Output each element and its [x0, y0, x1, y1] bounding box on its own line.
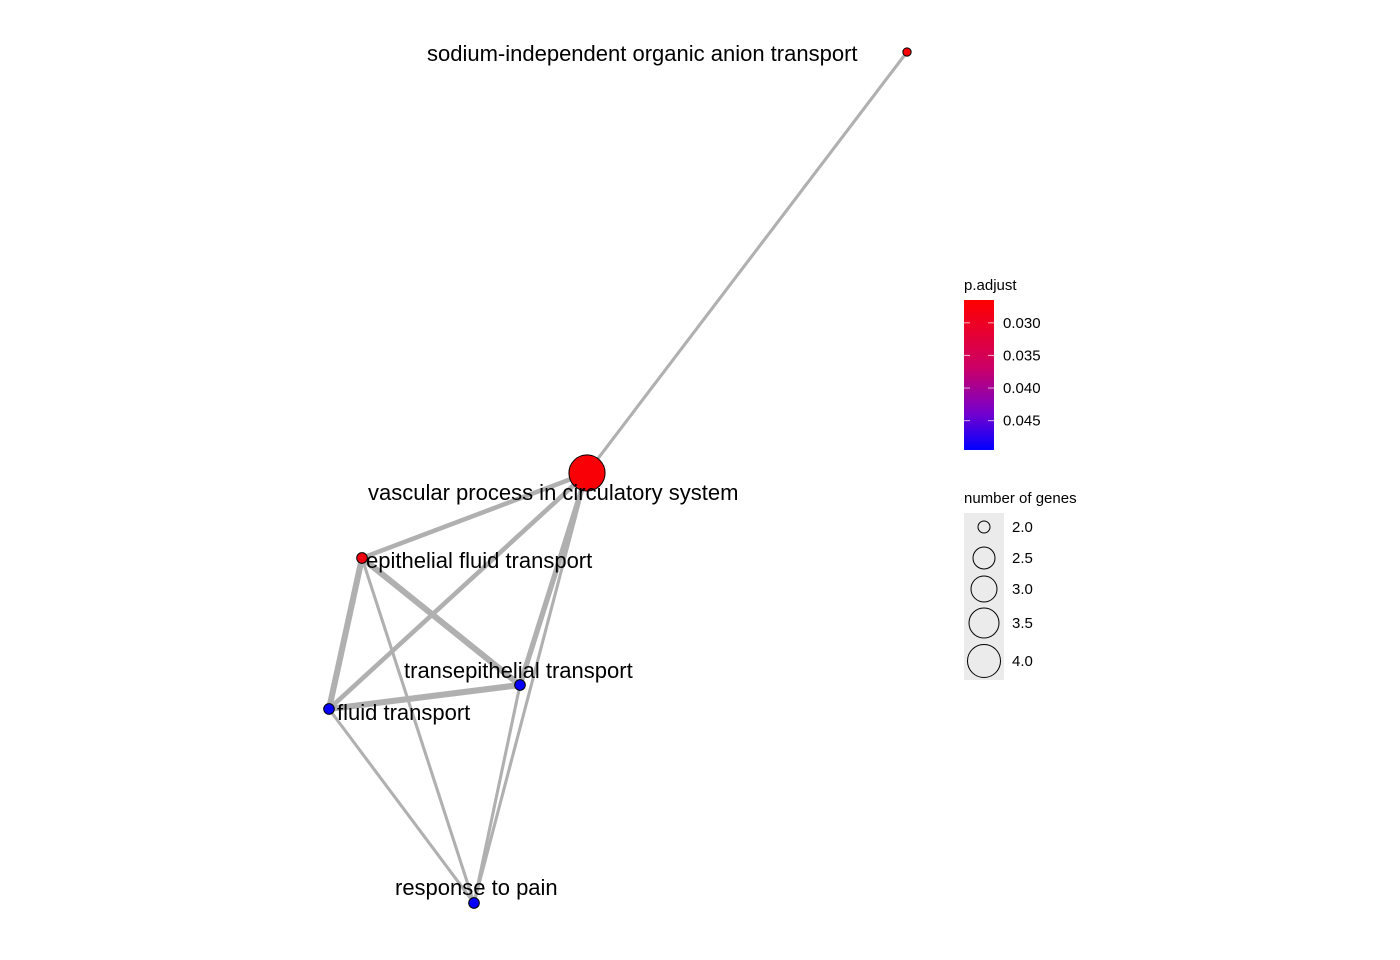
- edge-vascular-epithelial: [359, 470, 590, 561]
- node-label-vascular: vascular process in circulatory system: [368, 480, 738, 505]
- legend: p.adjust 0.030 0.035 0.040 0.045 number of …: [964, 277, 1077, 680]
- color-legend-title: p.adjust: [964, 277, 1017, 294]
- node-label-sodium: sodium-independent organic anion transpo…: [427, 41, 858, 66]
- size-legend-background: [964, 513, 1004, 680]
- node-label-transepithelial: transepithelial transport: [404, 658, 633, 683]
- node-vascular[interactable]: [568, 454, 606, 492]
- size-legend-label: 3.5: [1012, 615, 1033, 632]
- color-tick-label: 0.040: [1003, 380, 1041, 397]
- size-legend-circle: [967, 644, 1001, 678]
- edge-fluid-pain: [327, 707, 476, 905]
- edge-transepithelial-fluid: [325, 681, 524, 713]
- node-label-fluid: fluid transport: [337, 700, 470, 725]
- edge-epithelial-pain: [360, 556, 476, 905]
- node-fluid[interactable]: [323, 703, 335, 715]
- node-pain[interactable]: [468, 897, 480, 909]
- edge-vascular-pain: [472, 471, 589, 905]
- size-legend-circle: [970, 575, 998, 603]
- network-nodes: [323, 47, 912, 909]
- size-legend-circle: [977, 520, 991, 534]
- size-legend-title: number of genes: [964, 490, 1077, 507]
- node-sodium[interactable]: [902, 47, 912, 57]
- color-legend-ticks: 0.030 0.035 0.040 0.045: [964, 315, 1041, 430]
- size-legend-circle: [968, 607, 1000, 639]
- network-edges: [325, 50, 909, 905]
- color-legend-gradient-bar: [964, 300, 994, 450]
- edge-epithelial-transepithelial: [358, 554, 524, 689]
- node-transepithelial[interactable]: [514, 679, 526, 691]
- node-epithelial[interactable]: [356, 552, 368, 564]
- node-label-epithelial: epithelial fluid transport: [366, 548, 592, 573]
- color-tick-label: 0.030: [1003, 315, 1041, 332]
- edge-vascular-transepithelial: [517, 470, 590, 688]
- color-tick-label: 0.045: [1003, 413, 1041, 430]
- color-legend: p.adjust 0.030 0.035 0.040 0.045: [964, 277, 1041, 450]
- size-legend-label: 2.0: [1012, 519, 1033, 536]
- size-legend-label: 4.0: [1012, 653, 1033, 670]
- edge-sodium-vascular: [585, 50, 909, 475]
- edge-vascular-fluid: [326, 470, 590, 712]
- size-legend-label: 3.0: [1012, 581, 1033, 598]
- size-legend-label: 2.5: [1012, 550, 1033, 567]
- size-legend: number of genes 2.0 2.5 3.0 3.5 4.0: [964, 490, 1077, 680]
- node-label-pain: response to pain: [395, 875, 558, 900]
- size-legend-circle: [972, 546, 996, 570]
- edge-transepithelial-pain: [472, 683, 522, 905]
- color-tick-label: 0.035: [1003, 347, 1041, 364]
- edge-epithelial-fluid: [325, 554, 366, 713]
- size-legend-items: 2.0 2.5 3.0 3.5 4.0: [967, 519, 1033, 678]
- network-labels: sodium-independent organic anion transpo…: [337, 41, 858, 900]
